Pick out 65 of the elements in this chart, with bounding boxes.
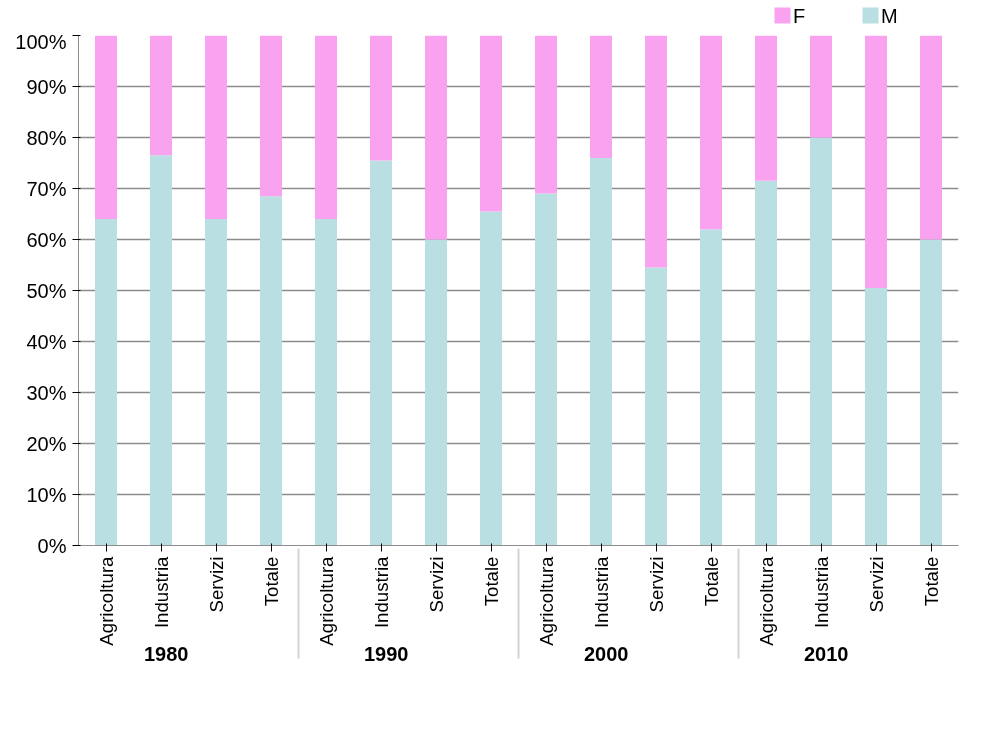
- x-tick-label: Servizi: [645, 556, 667, 613]
- y-tick-label: 30%: [26, 381, 67, 404]
- bar: [865, 287, 887, 546]
- text: 1980: [144, 642, 189, 665]
- bar: [810, 137, 832, 546]
- x-tick-label: Totale: [700, 556, 722, 607]
- x-tick-label: Servizi: [865, 556, 887, 613]
- x-tick-label: Agricoltura: [315, 555, 337, 646]
- bar: [755, 180, 777, 546]
- bar: [810, 35, 832, 138]
- bar: [205, 35, 227, 220]
- bar: [920, 239, 942, 546]
- bar: [645, 267, 667, 546]
- y-tick-label: 70%: [26, 177, 67, 200]
- text: 1990: [364, 642, 409, 665]
- text: 2000: [584, 642, 629, 665]
- y-tick-label: 40%: [26, 330, 67, 353]
- bar: [95, 219, 117, 546]
- bar: [755, 35, 777, 181]
- bar: [150, 155, 172, 546]
- bar: [315, 219, 337, 546]
- bar: [480, 211, 502, 546]
- bar: [425, 35, 447, 240]
- y-tick-label: 80%: [26, 126, 67, 149]
- bar: [315, 35, 337, 220]
- y-tick-label: 0%: [37, 534, 67, 557]
- x-tick-label: Agricoltura: [535, 555, 557, 646]
- x-tick-label: Servizi: [425, 556, 447, 613]
- x-tick-label: Totale: [920, 556, 942, 607]
- x-tick-label: Totale: [260, 556, 282, 607]
- y-tick-label: 60%: [26, 228, 67, 251]
- x-tick-label: Agricoltura: [95, 555, 117, 646]
- bar: [150, 35, 172, 156]
- bar: [700, 35, 722, 230]
- x-tick-label: Industria: [810, 555, 832, 629]
- text: 2010: [804, 642, 849, 665]
- y-tick-label: 20%: [26, 432, 67, 455]
- bar: [535, 35, 557, 194]
- bar: [425, 239, 447, 546]
- x-tick-label: Servizi: [205, 556, 227, 613]
- bar: [590, 35, 612, 158]
- bar: [260, 35, 282, 197]
- y-tick-label: 50%: [26, 279, 67, 302]
- legend-label: M: [881, 4, 898, 27]
- y-tick-label: 100%: [15, 30, 67, 53]
- x-tick-label: Industria: [150, 555, 172, 629]
- x-tick-label: Agricoltura: [755, 555, 777, 646]
- bar: [260, 196, 282, 546]
- bar: [205, 219, 227, 546]
- bar: [865, 35, 887, 288]
- bar: [920, 35, 942, 240]
- x-tick-label: Industria: [370, 555, 392, 629]
- legend-label: F: [793, 4, 806, 27]
- bar: [370, 35, 392, 161]
- y-tick-label: 90%: [26, 75, 67, 98]
- bar: [95, 35, 117, 220]
- x-tick-label: Industria: [590, 555, 612, 629]
- bar: [370, 160, 392, 546]
- bar: [645, 35, 667, 268]
- bar: [700, 229, 722, 546]
- bar: [535, 193, 557, 546]
- x-tick-label: Totale: [480, 556, 502, 607]
- bar: [590, 157, 612, 546]
- y-tick-label: 10%: [26, 483, 67, 506]
- bar: [480, 35, 502, 212]
